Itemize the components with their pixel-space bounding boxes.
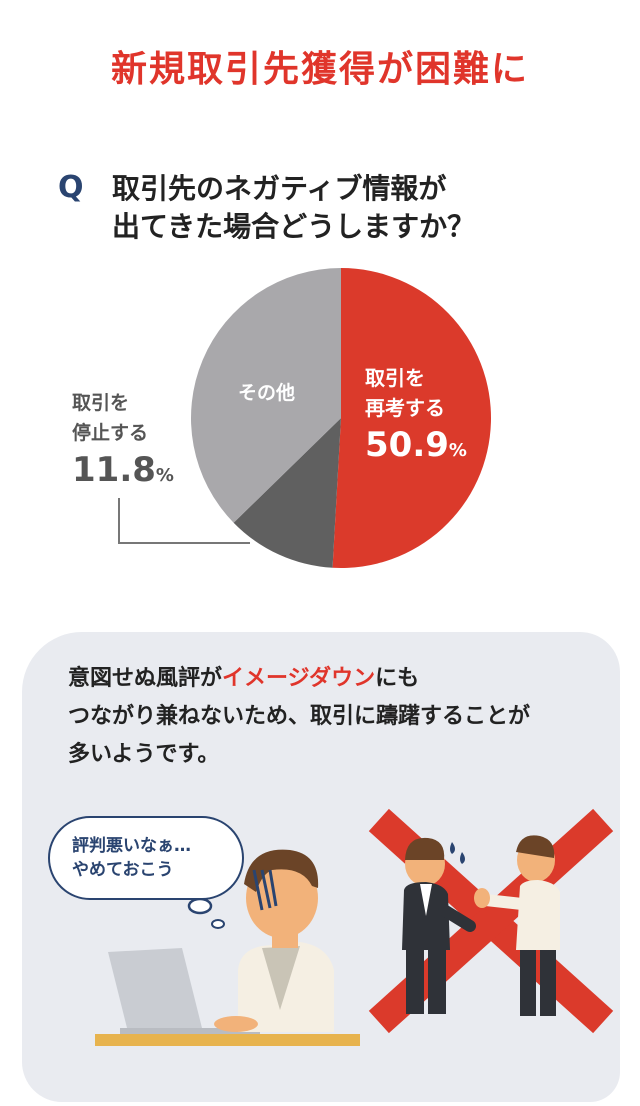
label-reconsider-line-1: 取引を — [365, 366, 425, 390]
illustration — [95, 808, 614, 1046]
body-text: 意図せぬ風評がイメージダウンにも つながり兼ねないため、取引に躊躇することが 多… — [68, 660, 608, 774]
person-right — [474, 835, 560, 1016]
man-hair — [244, 849, 319, 892]
desk — [95, 1034, 360, 1046]
body-line-2: つながり兼ねないため、取引に躊躇することが — [68, 704, 531, 729]
man-hand — [214, 1016, 258, 1032]
bubble-line-2: やめておこう — [72, 860, 174, 880]
label-stop-pct: 11.8 — [72, 450, 156, 490]
question-line-2: 出てきた場合どうしますか？ — [112, 210, 476, 243]
leader-line — [118, 498, 250, 544]
sweat-drops-icon — [450, 842, 465, 864]
thought-dot-small — [211, 919, 225, 929]
label-reconsider: 取引を 再考する 50.9% — [365, 363, 467, 467]
laptop-screen — [108, 948, 202, 1032]
businessman-left — [402, 837, 476, 1014]
gloom-lines — [252, 869, 278, 911]
man-vest — [262, 946, 300, 1010]
bubble-line-1: 評判悪いなぁ… — [72, 836, 191, 856]
label-stop: 取引を 停止する 11.8% — [72, 388, 174, 492]
speech-bubble: 評判悪いなぁ… やめておこう — [48, 816, 244, 900]
label-stop-unit: % — [155, 465, 174, 486]
label-other: その他 — [238, 382, 296, 404]
pie-chart — [190, 268, 492, 568]
body-line-1-end: にも — [375, 666, 420, 691]
pie-slice-0 — [332, 268, 492, 568]
label-stop-line-1: 取引を — [72, 392, 130, 414]
q-mark: Q — [58, 170, 84, 205]
label-reconsider-line-2: 再考する — [365, 396, 445, 420]
body-highlight: イメージダウン — [222, 666, 376, 691]
body-line-1: 意図せぬ風評がイメージダウンにも — [68, 660, 608, 698]
label-reconsider-unit: % — [448, 440, 467, 461]
pie-slice-2 — [190, 268, 341, 523]
label-reconsider-pct: 50.9 — [365, 425, 449, 465]
label-stop-line-2: 停止する — [72, 422, 149, 444]
page-title: 新規取引先獲得が困難に — [110, 49, 529, 90]
question-line-1: 取引先のネガティブ情報が — [112, 172, 447, 205]
thought-dot-large — [187, 897, 213, 915]
body-line-3: 多いようです。 — [68, 742, 220, 767]
body-line-1-start: 意図せぬ風評が — [68, 666, 223, 691]
laptop-base — [120, 1028, 260, 1034]
question-text: 取引先のネガティブ情報が 出てきた場合どうしますか？ — [112, 170, 475, 246]
pie-slice-1 — [233, 418, 341, 568]
